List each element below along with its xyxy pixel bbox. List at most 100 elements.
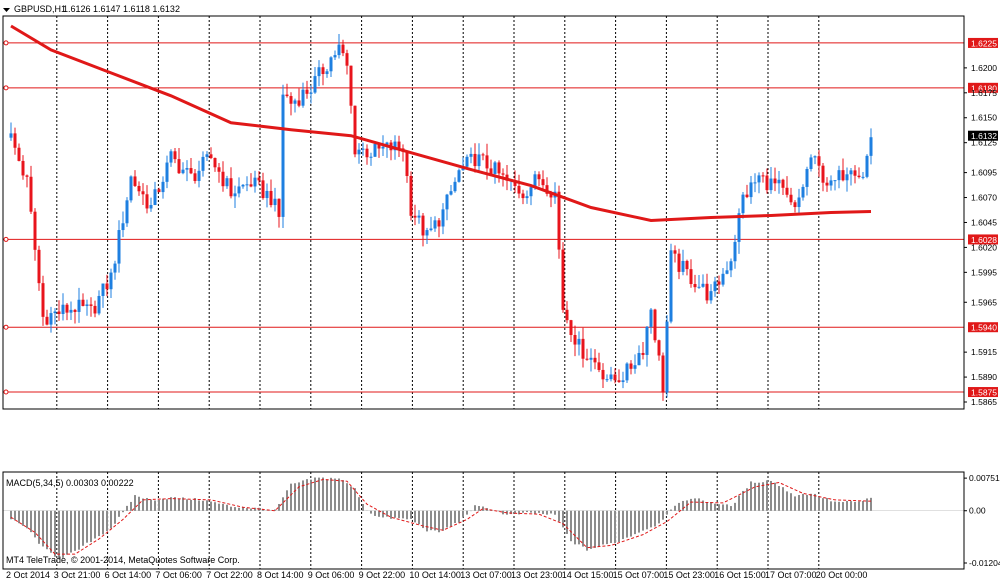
candle-body: [377, 143, 381, 149]
candle: [121, 211, 125, 238]
chevron-down-icon[interactable]: [3, 8, 10, 12]
time-tick-label: 17 Oct 07:00: [765, 570, 817, 580]
candle-body: [173, 151, 177, 160]
candle-body: [177, 159, 181, 174]
candle: [453, 177, 457, 193]
candle: [269, 179, 273, 208]
level-handle: [3, 389, 9, 395]
candle-body: [429, 228, 433, 231]
candle: [321, 63, 325, 86]
candle-body: [237, 186, 241, 194]
candle-body: [249, 184, 253, 187]
candle-body: [629, 363, 633, 369]
candle-body: [349, 65, 353, 106]
candle: [829, 175, 833, 191]
candle-body: [633, 365, 637, 369]
candle-body: [545, 185, 549, 194]
price-tick-label: 1.6175: [971, 88, 997, 98]
candle-body: [105, 283, 109, 290]
candle: [297, 88, 301, 108]
candle: [837, 165, 841, 189]
candle: [729, 258, 733, 278]
candle: [633, 354, 637, 374]
candle-body: [193, 173, 197, 181]
candle-body: [77, 299, 81, 312]
candle: [145, 185, 149, 214]
candle-body: [521, 193, 525, 199]
level-handle: [3, 40, 9, 46]
candle: [557, 185, 561, 259]
candle-body: [557, 191, 561, 250]
candle: [85, 299, 89, 316]
candle-body: [669, 250, 673, 322]
candle: [25, 174, 29, 188]
candle: [357, 143, 361, 164]
candle-body: [301, 89, 305, 106]
candle-body: [405, 151, 409, 176]
time-tick-label: 15 Oct 07:00: [613, 570, 665, 580]
candle-body: [749, 182, 753, 198]
current-price-label: 1.6132: [971, 131, 997, 141]
candle: [413, 204, 417, 226]
time-tick-label: 20 Oct 00:00: [816, 570, 868, 580]
candle-body: [437, 220, 441, 227]
candle-body: [789, 194, 793, 203]
candle: [441, 203, 445, 235]
candle: [57, 300, 61, 321]
price-panel-frame: [2, 15, 965, 410]
candle: [289, 92, 293, 116]
candle: [589, 348, 593, 372]
candle-body: [769, 178, 773, 191]
candle: [257, 171, 261, 185]
candle-body: [617, 380, 621, 383]
candle-body: [37, 249, 41, 284]
candle: [177, 147, 181, 174]
candle: [713, 276, 717, 297]
candle: [405, 150, 409, 183]
candle: [165, 155, 169, 189]
candle: [389, 139, 393, 161]
candle: [361, 142, 365, 156]
candle: [333, 50, 337, 61]
candle-body: [393, 141, 397, 151]
candle: [105, 274, 109, 297]
candle: [37, 245, 41, 291]
candle: [757, 172, 761, 194]
candle: [545, 177, 549, 197]
candle: [801, 184, 805, 201]
candle-body: [713, 281, 717, 292]
candle-body: [213, 157, 217, 168]
candle-body: [701, 283, 705, 287]
candle: [21, 155, 25, 180]
candle-body: [817, 156, 821, 166]
candle: [421, 212, 425, 247]
candle: [521, 189, 525, 205]
candle-body: [517, 185, 521, 194]
candle-body: [345, 53, 349, 66]
candle: [677, 248, 681, 280]
macd-histogram: [3, 477, 964, 560]
candle: [161, 176, 165, 199]
candle-body: [261, 180, 265, 199]
candle-body: [17, 147, 21, 161]
candle: [429, 216, 433, 232]
candle: [853, 165, 857, 184]
level-price-label: 1.5940: [971, 323, 997, 333]
level-handle: [3, 236, 9, 242]
candle: [561, 242, 565, 313]
candle-body: [169, 151, 173, 163]
candle-body: [513, 180, 517, 186]
candle: [689, 259, 693, 288]
candle: [773, 167, 777, 192]
candle: [89, 297, 93, 317]
candle-body: [465, 156, 469, 167]
macd-tick-label: -0.01204: [969, 558, 1000, 568]
candle: [277, 198, 281, 228]
candle-body: [369, 156, 373, 158]
candle-body: [137, 185, 141, 192]
candle-body: [805, 168, 809, 187]
candle-body: [425, 230, 429, 236]
candle: [9, 122, 13, 141]
candle: [601, 363, 605, 389]
